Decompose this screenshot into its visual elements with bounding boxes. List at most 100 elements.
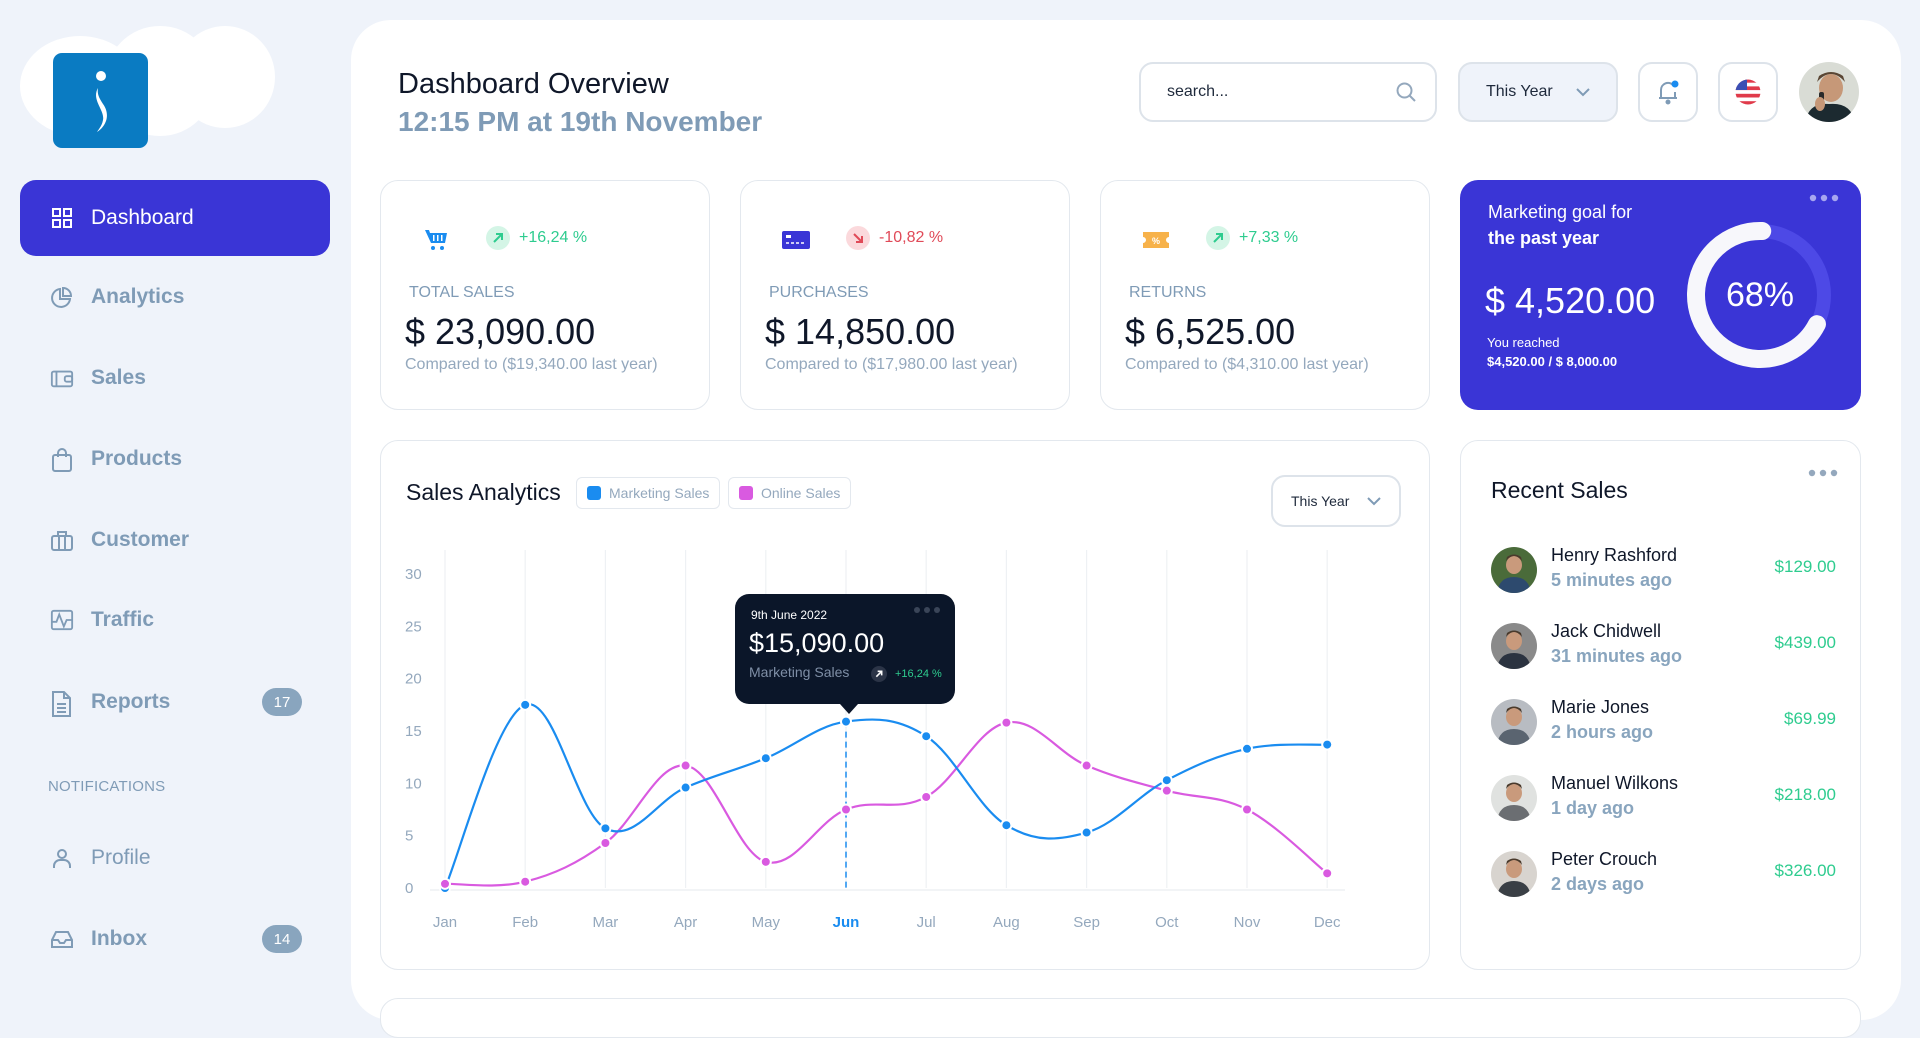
legend-label: Online Sales [761, 485, 841, 501]
goal-title-line1: Marketing goal for [1488, 202, 1633, 222]
logo-background [20, 26, 275, 136]
language-button[interactable] [1718, 62, 1778, 122]
user-icon [50, 846, 74, 870]
customer-avatar [1491, 699, 1537, 745]
trend-value: -10,82 % [879, 229, 944, 246]
svg-text:10: 10 [405, 775, 422, 792]
legend-label: Marketing Sales [609, 485, 710, 501]
sidebar-item-label: Analytics [91, 285, 185, 308]
kpi-label: PURCHASES [769, 284, 869, 301]
recent-sale-row[interactable]: Marie Jones 2 hours ago $69.99 [1491, 693, 1836, 753]
recent-sale-row[interactable]: Manuel Wilkons 1 day ago $218.00 [1491, 769, 1836, 829]
svg-text:30: 30 [405, 566, 422, 583]
trend-indicator: +7,33 % [1206, 226, 1298, 250]
chart-period-select[interactable]: This Year [1271, 475, 1401, 527]
kpi-card-returns: % +7,33 % RETURNS $ 6,525.00 Compared to… [1100, 180, 1430, 410]
sales-analytics-card: Sales Analytics Marketing Sales Online S… [380, 440, 1430, 970]
more-options-icon[interactable] [1808, 469, 1838, 477]
chevron-down-icon [1576, 87, 1590, 97]
svg-text:Feb: Feb [512, 914, 538, 931]
kpi-label: TOTAL SALES [409, 284, 515, 301]
search-placeholder: search... [1167, 83, 1229, 100]
sidebar: Dashboard Analytics Sales Products Custo… [0, 0, 340, 1005]
kpi-value: $ 23,090.00 [405, 311, 596, 352]
sidebar-item-reports[interactable]: Reports 17 [20, 664, 330, 740]
kpi-card-purchases: -10,82 % PURCHASES $ 14,850.00 Compared … [740, 180, 1070, 410]
sidebar-item-label: Inbox [91, 927, 147, 950]
svg-text:20: 20 [405, 671, 422, 688]
customer-avatar [1491, 623, 1537, 669]
customer-name: Henry Rashford [1551, 545, 1678, 565]
sidebar-item-customer[interactable]: Customer [20, 502, 330, 578]
recent-sales-title: Recent Sales [1491, 477, 1628, 503]
sidebar-item-label: Traffic [91, 608, 155, 631]
recent-sale-row[interactable]: Peter Crouch 2 days ago $326.00 [1491, 845, 1836, 905]
sidebar-item-label: Dashboard [91, 206, 194, 229]
chevron-down-icon [1367, 496, 1381, 506]
svg-text:%: % [1152, 236, 1160, 246]
sale-amount: $218.00 [1774, 785, 1836, 804]
coupon-icon: % [1141, 225, 1171, 255]
customer-avatar [1491, 775, 1537, 821]
tooltip-value: $15,090.00 [749, 628, 885, 658]
recent-sale-row[interactable]: Henry Rashford 5 minutes ago $129.00 [1491, 541, 1836, 601]
app-logo[interactable] [53, 53, 148, 148]
kpi-comparison: Compared to ($17,980.00 last year) [765, 356, 1018, 373]
legend-online-sales[interactable]: Online Sales [728, 477, 852, 509]
sidebar-item-traffic[interactable]: Traffic [20, 582, 330, 658]
svg-text:Nov: Nov [1234, 914, 1261, 931]
customer-avatar [1491, 547, 1537, 593]
kpi-comparison: Compared to ($19,340.00 last year) [405, 356, 658, 373]
shopping-bag-icon [50, 447, 74, 472]
svg-text:Aug: Aug [993, 914, 1020, 931]
kpi-card-total-sales: +16,24 % TOTAL SALES $ 23,090.00 Compare… [380, 180, 710, 410]
goal-percent: 68% [1725, 275, 1795, 314]
recent-sale-row[interactable]: Jack Chidwell 31 minutes ago $439.00 [1491, 617, 1836, 677]
svg-text:Jun: Jun [833, 914, 860, 931]
sidebar-item-profile[interactable]: Profile [20, 820, 330, 896]
legend-marketing-sales[interactable]: Marketing Sales [576, 477, 721, 509]
search-input[interactable]: search... [1139, 62, 1437, 122]
svg-text:May: May [752, 914, 781, 931]
sidebar-item-products[interactable]: Products [20, 421, 330, 497]
tooltip-trend: +16,24 % [871, 666, 942, 682]
pie-chart-icon [50, 285, 74, 309]
document-icon [50, 690, 74, 717]
sale-time: 2 hours ago [1551, 722, 1654, 742]
sidebar-item-dashboard[interactable]: Dashboard [20, 180, 330, 256]
more-options-icon[interactable] [913, 606, 941, 614]
customer-name: Jack Chidwell [1551, 621, 1662, 641]
svg-text:Jan: Jan [433, 914, 457, 931]
inbox-icon [50, 927, 74, 951]
sale-time: 31 minutes ago [1551, 646, 1683, 666]
marketing-goal-card: Marketing goal for the past year $ 4,520… [1460, 180, 1861, 410]
sales-line-chart[interactable]: 0 5 10 15 20 25 30 Jan Feb Mar Apr May Jun Jul Aug Sep O… [0, 0, 1920, 1005]
tooltip-date: 9th June 2022 [751, 608, 828, 622]
search-icon[interactable] [1395, 81, 1417, 103]
sidebar-item-inbox[interactable]: Inbox 14 [20, 901, 330, 977]
page-title: Dashboard Overview [398, 68, 669, 100]
kpi-value: $ 14,850.00 [765, 311, 956, 352]
trend-indicator: -10,82 % [846, 226, 943, 250]
more-options-icon[interactable] [1809, 194, 1839, 202]
sidebar-item-label: Sales [91, 366, 146, 389]
sale-amount: $439.00 [1774, 633, 1836, 652]
sidebar-item-analytics[interactable]: Analytics [20, 259, 330, 335]
current-datetime: 12:15 PM at 19th November [398, 106, 763, 137]
period-select[interactable]: This Year [1458, 62, 1618, 122]
sidebar-item-sales[interactable]: Sales [20, 340, 330, 416]
wallet-icon [50, 366, 74, 390]
trend-value: +7,33 % [1239, 229, 1299, 246]
tooltip-trend-value: +16,24 % [895, 668, 942, 680]
svg-text:Dec: Dec [1314, 914, 1341, 931]
cart-icon [421, 225, 451, 255]
notifications-button[interactable] [1638, 62, 1698, 122]
grid-icon [50, 206, 74, 230]
svg-text:Sep: Sep [1073, 914, 1100, 931]
kpi-comparison: Compared to ($4,310.00 last year) [1125, 356, 1369, 373]
svg-text:Mar: Mar [592, 914, 618, 931]
user-avatar[interactable] [1799, 62, 1859, 122]
svg-text:25: 25 [405, 618, 422, 635]
svg-text:5: 5 [405, 828, 413, 845]
arrow-up-right-icon [1206, 226, 1230, 250]
